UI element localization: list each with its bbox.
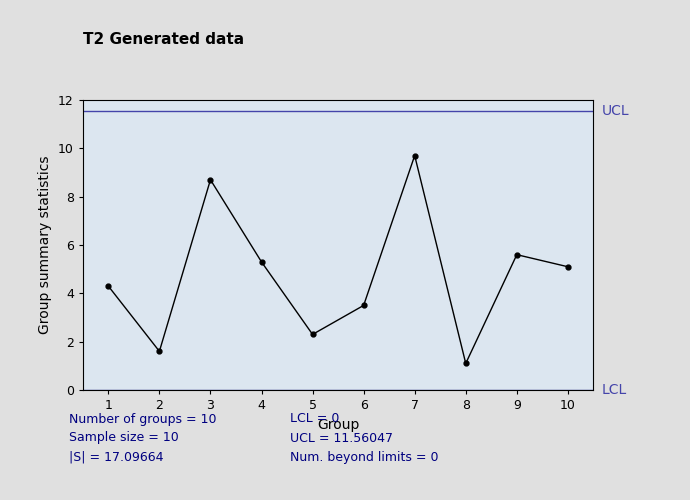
Text: T2 Generated data: T2 Generated data <box>83 32 244 48</box>
Text: Number of groups = 10
Sample size = 10
|S| = 17.09664: Number of groups = 10 Sample size = 10 |… <box>69 412 217 464</box>
Y-axis label: Group summary statistics: Group summary statistics <box>39 156 52 334</box>
X-axis label: Group: Group <box>317 418 359 432</box>
Text: LCL = 0
UCL = 11.56047
Num. beyond limits = 0: LCL = 0 UCL = 11.56047 Num. beyond limit… <box>290 412 438 464</box>
Text: UCL: UCL <box>602 104 629 118</box>
Text: LCL: LCL <box>602 383 627 397</box>
